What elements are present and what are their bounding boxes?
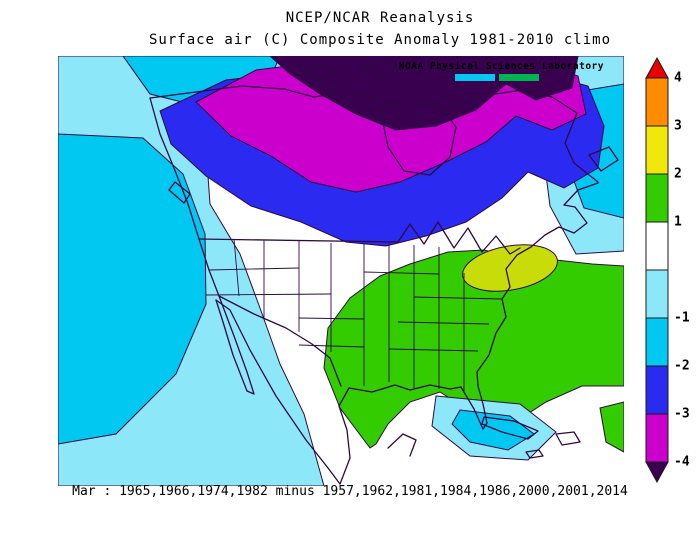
colorbar-tick-neg2: -2 [674,359,690,374]
plot-subtitle: Surface air (C) Composite Anomaly 1981-2… [148,32,611,48]
hispaniola-island [555,431,581,446]
jamaica-island [525,449,544,459]
arctic-island-1 [300,64,339,82]
composite-years-caption: Mar : 1965,1966,1974,1982 minus 1957,196… [72,484,628,499]
psl-logo-green-swatch [499,74,539,81]
arctic-island-2 [360,60,402,78]
coastline-mexico-west [215,299,341,485]
anomaly-map [58,56,624,486]
colorbar: 4 3 2 1 -1 -2 -3 -4 [645,56,690,484]
map-region-cyan-west [58,133,207,445]
coastline-nova-scotia [558,204,588,234]
colorbar-segment-0-1 [645,221,669,271]
map-region-green-bottom-right [599,401,624,453]
newfoundland-island [588,146,619,172]
colorbar-tick-neg1: -1 [674,311,690,326]
map-region-green-southeast [323,249,624,449]
colorbar-segment-1-2 [645,173,669,223]
yucatan-coast [387,433,417,457]
colorbar-segment-2-3 [645,125,669,175]
us-mexico-border [218,295,342,387]
coastline-gulf-atlantic [338,226,560,485]
colorbar-tick-3: 3 [674,119,682,134]
colorbar-tick-4: 4 [674,71,682,86]
colorbar-arrow-bottom [645,461,669,484]
colorbar-segment-neg3-neg2 [645,365,669,415]
cuba-island [481,416,539,440]
colorbar-segment-neg2-neg1 [645,317,669,367]
colorbar-tick-1: 1 [674,215,682,230]
colorbar-segment-neg1-0 [645,269,669,319]
vancouver-island [168,181,191,204]
great-lakes-outline [397,221,521,255]
us-canada-border [198,238,399,243]
coastline-st-lawrence [563,182,599,206]
arctic-island-4 [510,62,547,78]
colorbar-arrow-top [645,56,669,79]
plot-title: NCEP/NCAR Reanalysis [285,10,475,26]
colorbar-segment-3-4 [645,77,669,127]
hudson-bay-outline [379,98,457,176]
map-region-cyan-caribbean [451,409,535,451]
colorbar-tick-neg3: -3 [674,407,690,422]
colorbar-tick-2: 2 [674,167,682,182]
coastline-arctic-west [149,85,381,99]
colorbar-segment-neg4-neg3 [645,413,669,463]
noaa-psl-attribution: NOAA Physical Sciences Laboratory [398,61,604,72]
coastline-pacific-baja [149,97,255,395]
colorbar-tick-neg4: -4 [674,455,690,470]
psl-logo-cyan-swatch [455,74,495,81]
map-region-yellow-green-core [462,244,558,292]
state-borders [205,238,503,392]
coastline-arctic-east-labrador [455,89,599,183]
